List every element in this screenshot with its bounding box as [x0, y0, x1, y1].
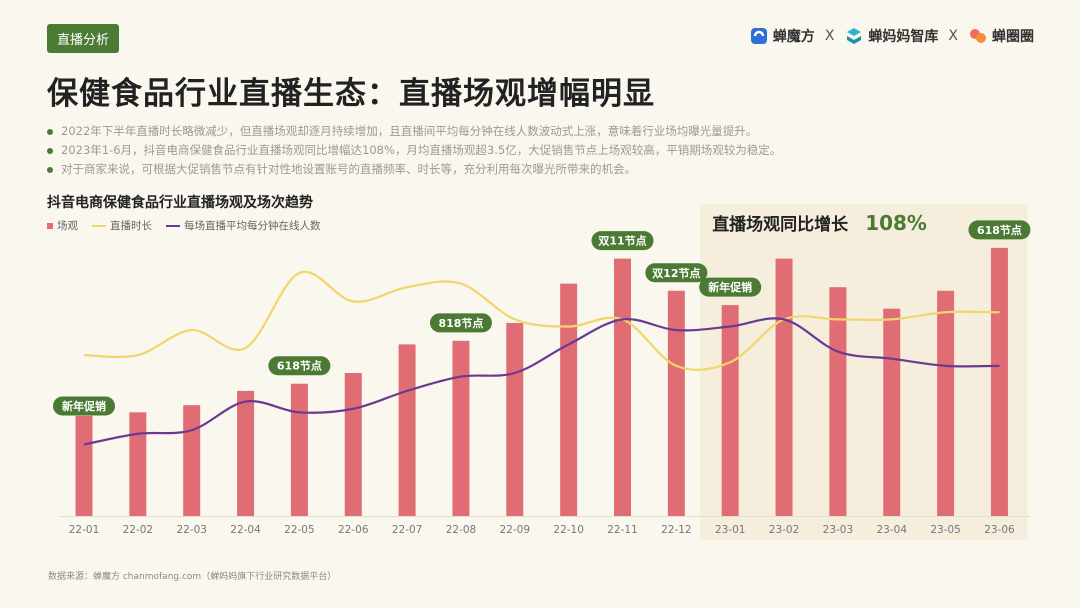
- legend-swatch-bar: [47, 222, 53, 229]
- chanmofang-logo-icon: [750, 28, 767, 44]
- x-tick-label: 23-02: [769, 524, 800, 536]
- x-tick-label: 22-06: [338, 524, 369, 536]
- bar-views: [398, 344, 416, 516]
- brand-separator: X: [824, 28, 835, 44]
- legend-label: 场观: [57, 220, 78, 232]
- line-online-users: [83, 317, 1000, 446]
- line-duration: [83, 270, 1000, 372]
- bar-views: [506, 322, 524, 516]
- bullet-item: 2023年1-6月，抖音电商保健食品行业直播场观同比增幅达108%，月均直播场观…: [47, 141, 781, 160]
- annotation-label: 618节点: [277, 359, 322, 373]
- section-tag: 直播分析: [47, 24, 120, 53]
- bar-views: [883, 308, 901, 516]
- legend-swatch-line: [166, 224, 180, 227]
- brand-name: 蝉魔方: [772, 29, 815, 45]
- annotation-pill: [591, 231, 654, 251]
- x-tick-label: 23-04: [876, 524, 907, 536]
- annotation-pill: [53, 396, 115, 416]
- x-tick-label: 23-05: [930, 524, 961, 536]
- x-tick-label: 22-07: [392, 524, 423, 536]
- brand-chanmama: 蝉妈妈智库: [844, 26, 938, 46]
- bar-views: [775, 258, 793, 516]
- x-tick-label: 22-10: [553, 524, 584, 536]
- bullet-list: 2022年下半年直播时长略微减少，但直播场观却逐月持续增加，且直播间平均每分钟在…: [47, 122, 781, 179]
- bar-views: [667, 290, 685, 516]
- bar-views: [129, 412, 147, 516]
- brand-chanquanquan: 蝉圈圈: [968, 26, 1034, 46]
- x-tick-label: 22-12: [661, 524, 692, 536]
- x-tick-label: 22-03: [176, 524, 207, 536]
- annotation-label: 新年促销: [62, 399, 106, 413]
- legend-item-online: 每场直播平均每分钟在线人数: [166, 218, 321, 233]
- legend-item-views: 场观: [47, 218, 78, 233]
- x-tick-label: 22-04: [230, 524, 261, 536]
- x-tick-label: 22-01: [69, 524, 100, 536]
- brand-separator: X: [948, 28, 958, 44]
- x-tick-label: 22-02: [123, 524, 154, 536]
- chart-title: 抖音电商保健食品行业直播场观及场次趋势: [47, 195, 313, 211]
- annotation-label: 818节点: [438, 316, 483, 330]
- annotation-pill: [429, 313, 492, 333]
- bar-views: [614, 258, 631, 516]
- annotation-pill: [645, 263, 708, 283]
- highlight-value: 108%: [865, 211, 927, 235]
- x-tick-label: 22-05: [284, 524, 315, 536]
- annotation-label: 双11节点: [598, 234, 646, 248]
- brand-name: 蝉妈妈智库: [868, 29, 939, 45]
- legend-swatch-line: [92, 224, 106, 227]
- bar-views: [829, 287, 847, 516]
- annotation-label: 双12节点: [652, 266, 700, 280]
- annotation-pill: [268, 356, 331, 376]
- x-tick-label: 22-08: [446, 524, 477, 536]
- data-source-note: 数据来源：蝉魔方 chanmofang.com（蝉妈妈旗下行业研究数据平台）: [48, 572, 337, 582]
- highlight-label: 直播场观同比增长: [712, 214, 849, 235]
- annotation-pill: [968, 220, 1031, 240]
- x-tick-label: 22-11: [607, 524, 638, 536]
- bar-views: [560, 283, 578, 516]
- x-tick-label: 23-03: [823, 524, 854, 536]
- chanquanquan-logo-icon: [970, 29, 986, 43]
- annotation-label: 618节点: [977, 223, 1022, 237]
- bar-views: [990, 247, 1008, 516]
- x-tick-label: 22-09: [500, 524, 531, 536]
- bullet-item: 对于商家来说，可根据大促销售节点有针对性地设置账号的直播频率、时长等，充分利用每…: [47, 160, 781, 179]
- chanmama-logo-icon: [847, 28, 862, 44]
- brand-logos: 蝉魔方 X 蝉妈妈智库 X 蝉圈圈: [749, 26, 1034, 46]
- legend-label: 每场直播平均每分钟在线人数: [184, 220, 321, 232]
- bar-views: [721, 305, 739, 516]
- bar-views: [344, 373, 362, 516]
- bar-views: [183, 405, 201, 516]
- legend-item-duration: 直播时长: [92, 218, 152, 233]
- bar-views: [290, 383, 308, 516]
- x-tick-label: 23-01: [715, 524, 746, 536]
- bar-views: [452, 340, 470, 516]
- annotation-label: 新年促销: [708, 280, 752, 294]
- highlight-region: [700, 204, 1028, 540]
- bullet-item: 2022年下半年直播时长略微减少，但直播场观却逐月持续增加，且直播间平均每分钟在…: [47, 122, 781, 141]
- bar-views: [237, 390, 255, 516]
- legend-label: 直播时长: [110, 220, 152, 232]
- brand-chanmofang: 蝉魔方: [749, 26, 815, 46]
- page-title: 保健食品行业直播生态：直播场观增幅明显: [47, 76, 655, 112]
- annotation-pill: [699, 277, 762, 297]
- chart-legend: 场观 直播时长 每场直播平均每分钟在线人数: [47, 218, 321, 233]
- brand-name: 蝉圈圈: [992, 29, 1034, 45]
- x-tick-label: 23-06: [984, 524, 1015, 536]
- bar-views: [75, 415, 93, 516]
- bar-views: [937, 290, 955, 516]
